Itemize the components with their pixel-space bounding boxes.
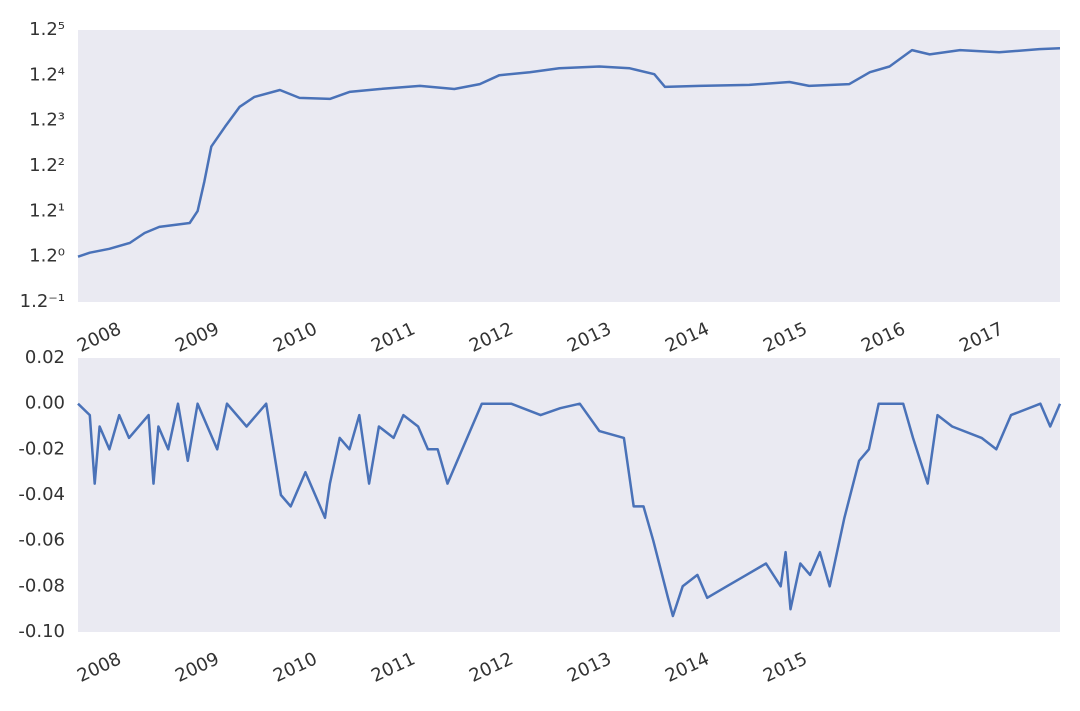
- y-tick-label: 0.00: [25, 393, 65, 414]
- y-tick-label: 1.2¹: [29, 200, 65, 221]
- data-line: [77, 47, 1061, 258]
- x-tick-label: 2013: [564, 318, 614, 356]
- y-tick-label: -0.04: [18, 484, 65, 505]
- y-tick-label: 1.2⁴: [29, 64, 65, 85]
- x-tick-label: 2017: [956, 318, 1006, 356]
- y-tick-label: 1.2⁰: [29, 246, 65, 267]
- x-tick-label: 2014: [662, 318, 712, 356]
- y-tick-label: 0.02: [25, 347, 65, 368]
- data-line: [77, 402, 1062, 618]
- x-tick-label: 2013: [564, 648, 614, 686]
- x-tick-label: 2015: [760, 648, 810, 686]
- x-tick-label: 2011: [368, 648, 418, 686]
- y-tick-label: 1.2³: [29, 110, 65, 131]
- x-tick-label: 2009: [172, 648, 222, 686]
- x-tick-label: 2016: [858, 318, 908, 356]
- x-tick-label: 2009: [172, 318, 222, 356]
- x-tick-label: 2008: [74, 318, 124, 356]
- x-tick-label: 2011: [368, 318, 418, 356]
- y-tick-label: -0.08: [18, 575, 65, 596]
- y-tick-label: 1.2⁵: [29, 19, 65, 40]
- x-tick-label: 2012: [466, 318, 516, 356]
- x-tick-label: 2014: [662, 648, 712, 686]
- y-tick-label: 1.2²: [29, 155, 65, 176]
- x-tick-label: 2010: [270, 318, 320, 356]
- y-tick-label: -0.06: [18, 530, 65, 551]
- y-tick-label: 1.2⁻¹: [20, 291, 65, 312]
- plot-area: [78, 30, 1060, 302]
- x-tick-label: 2012: [466, 648, 516, 686]
- y-tick-label: -0.10: [18, 621, 65, 642]
- x-tick-label: 2015: [760, 318, 810, 356]
- x-tick-label: 2008: [74, 648, 124, 686]
- x-tick-label: 2010: [270, 648, 320, 686]
- y-tick-label: -0.02: [18, 438, 65, 459]
- plot-area: [78, 358, 1060, 632]
